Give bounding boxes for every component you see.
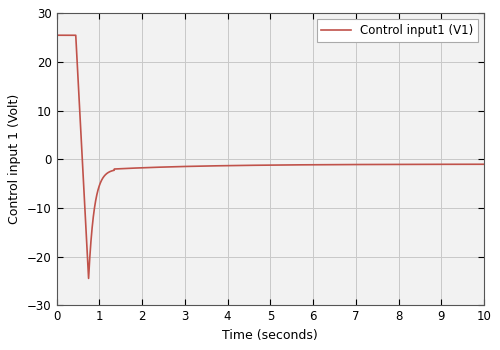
Line: Control input1 (V1): Control input1 (V1): [56, 35, 484, 278]
Control input1 (V1): [306, 163, 312, 167]
Control input1 (V1): [481, 162, 487, 166]
Control input1 (V1): [54, 33, 60, 37]
Control input1 (V1): [394, 162, 400, 167]
Y-axis label: Control input 1 (Volt): Control input 1 (Volt): [8, 94, 22, 224]
Control input1 (V1): [326, 162, 332, 167]
Control input1 (V1): [370, 162, 376, 167]
Legend: Control input1 (V1): Control input1 (V1): [316, 19, 478, 42]
Control input1 (V1): [75, 76, 81, 80]
Control input1 (V1): [208, 164, 214, 168]
Control input1 (V1): [86, 276, 91, 280]
X-axis label: Time (seconds): Time (seconds): [222, 329, 318, 342]
